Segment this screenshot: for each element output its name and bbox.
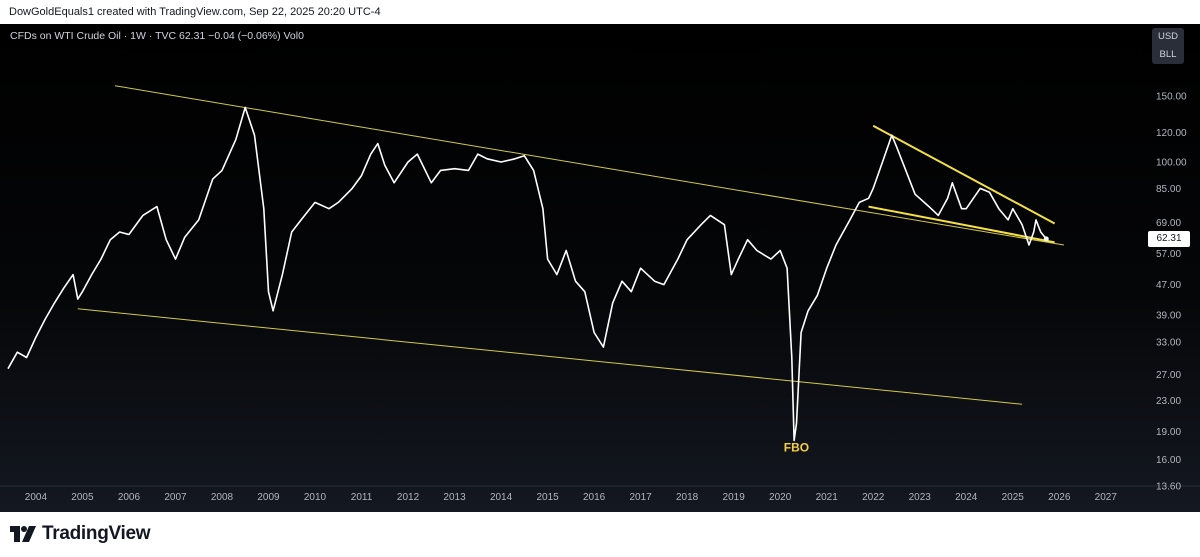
fbo-annotation: FBO [784,441,809,455]
channel-trendline [77,308,1023,405]
x-tick-label: 2022 [862,492,885,503]
footer: TradingView [0,512,1200,557]
x-tick-label: 2027 [1095,492,1118,503]
x-tick-label: 2026 [1048,492,1071,503]
tradingview-logo-icon [10,526,36,542]
x-tick-label: 2016 [583,492,606,503]
y-tick-label: 16.00 [1156,455,1181,466]
x-tick-label: 2018 [676,492,699,503]
y-tick-label: 57.00 [1156,249,1181,260]
currency-unit-button[interactable]: USD BLL [1152,28,1184,64]
x-tick-label: 2025 [1002,492,1025,503]
price-chart[interactable]: 150.00 120.00 100.00 85.00 69.00 57.00 47.00 39… [0,24,1200,512]
x-tick-label: 2006 [118,492,141,503]
y-tick-label: 120.00 [1156,128,1187,139]
y-tick-label: 19.00 [1156,427,1181,438]
x-tick-label: 2023 [909,492,932,503]
tradingview-logo[interactable]: TradingView [10,522,151,546]
x-tick-label: 2011 [351,492,373,503]
symbol-legend[interactable]: CFDs on WTI Crude Oil · 1W · TVC 62.31 −… [10,30,304,42]
chart-panel[interactable]: 150.00 120.00 100.00 85.00 69.00 57.00 47.00 39… [0,24,1200,512]
y-tick-label: 47.00 [1156,280,1181,291]
last-price-tag: 62.31 [1148,230,1190,247]
x-tick-label: 2013 [443,492,466,503]
x-tick-label: 2019 [723,492,746,503]
credit-text: DowGoldEquals1 created with TradingView.… [9,6,381,18]
y-tick-label: 27.00 [1156,370,1181,381]
y-tick-label: 150.00 [1156,92,1187,103]
x-tick-label: 2010 [304,492,327,503]
y-tick-label: 85.00 [1156,184,1181,195]
x-tick-label: 2014 [490,492,513,503]
x-tick-label: 2020 [769,492,792,503]
x-tick-label: 2009 [257,492,280,503]
triangle-trendline [868,205,1055,244]
price-series-line [7,106,1047,442]
y-tick-label: 69.00 [1156,218,1181,229]
y-tick-label: 100.00 [1156,158,1187,169]
last-price-dot [1043,236,1049,242]
x-tick-label: 2015 [536,492,559,503]
x-tick-label: 2017 [629,492,652,503]
y-tick-label: 33.00 [1156,338,1181,349]
y-tick-label: 13.60 [1156,482,1181,493]
x-tick-label: 2008 [211,492,234,503]
x-tick-label: 2004 [25,492,48,503]
x-tick-label: 2007 [164,492,187,503]
channel-trendline [114,85,1065,246]
x-tick-label: 2005 [71,492,94,503]
y-tick-label: 23.00 [1156,396,1181,407]
brand-name: TradingView [42,523,151,544]
y-tick-label: 39.00 [1156,310,1181,321]
x-tick-label: 2021 [816,492,839,503]
chart-header: DowGoldEquals1 created with TradingView.… [0,0,1200,26]
currency-label: USD [1157,31,1179,42]
unit-label: BLL [1159,49,1177,60]
triangle-trendline [872,124,1056,225]
x-tick-label: 2012 [397,492,420,503]
x-tick-label: 2024 [955,492,978,503]
